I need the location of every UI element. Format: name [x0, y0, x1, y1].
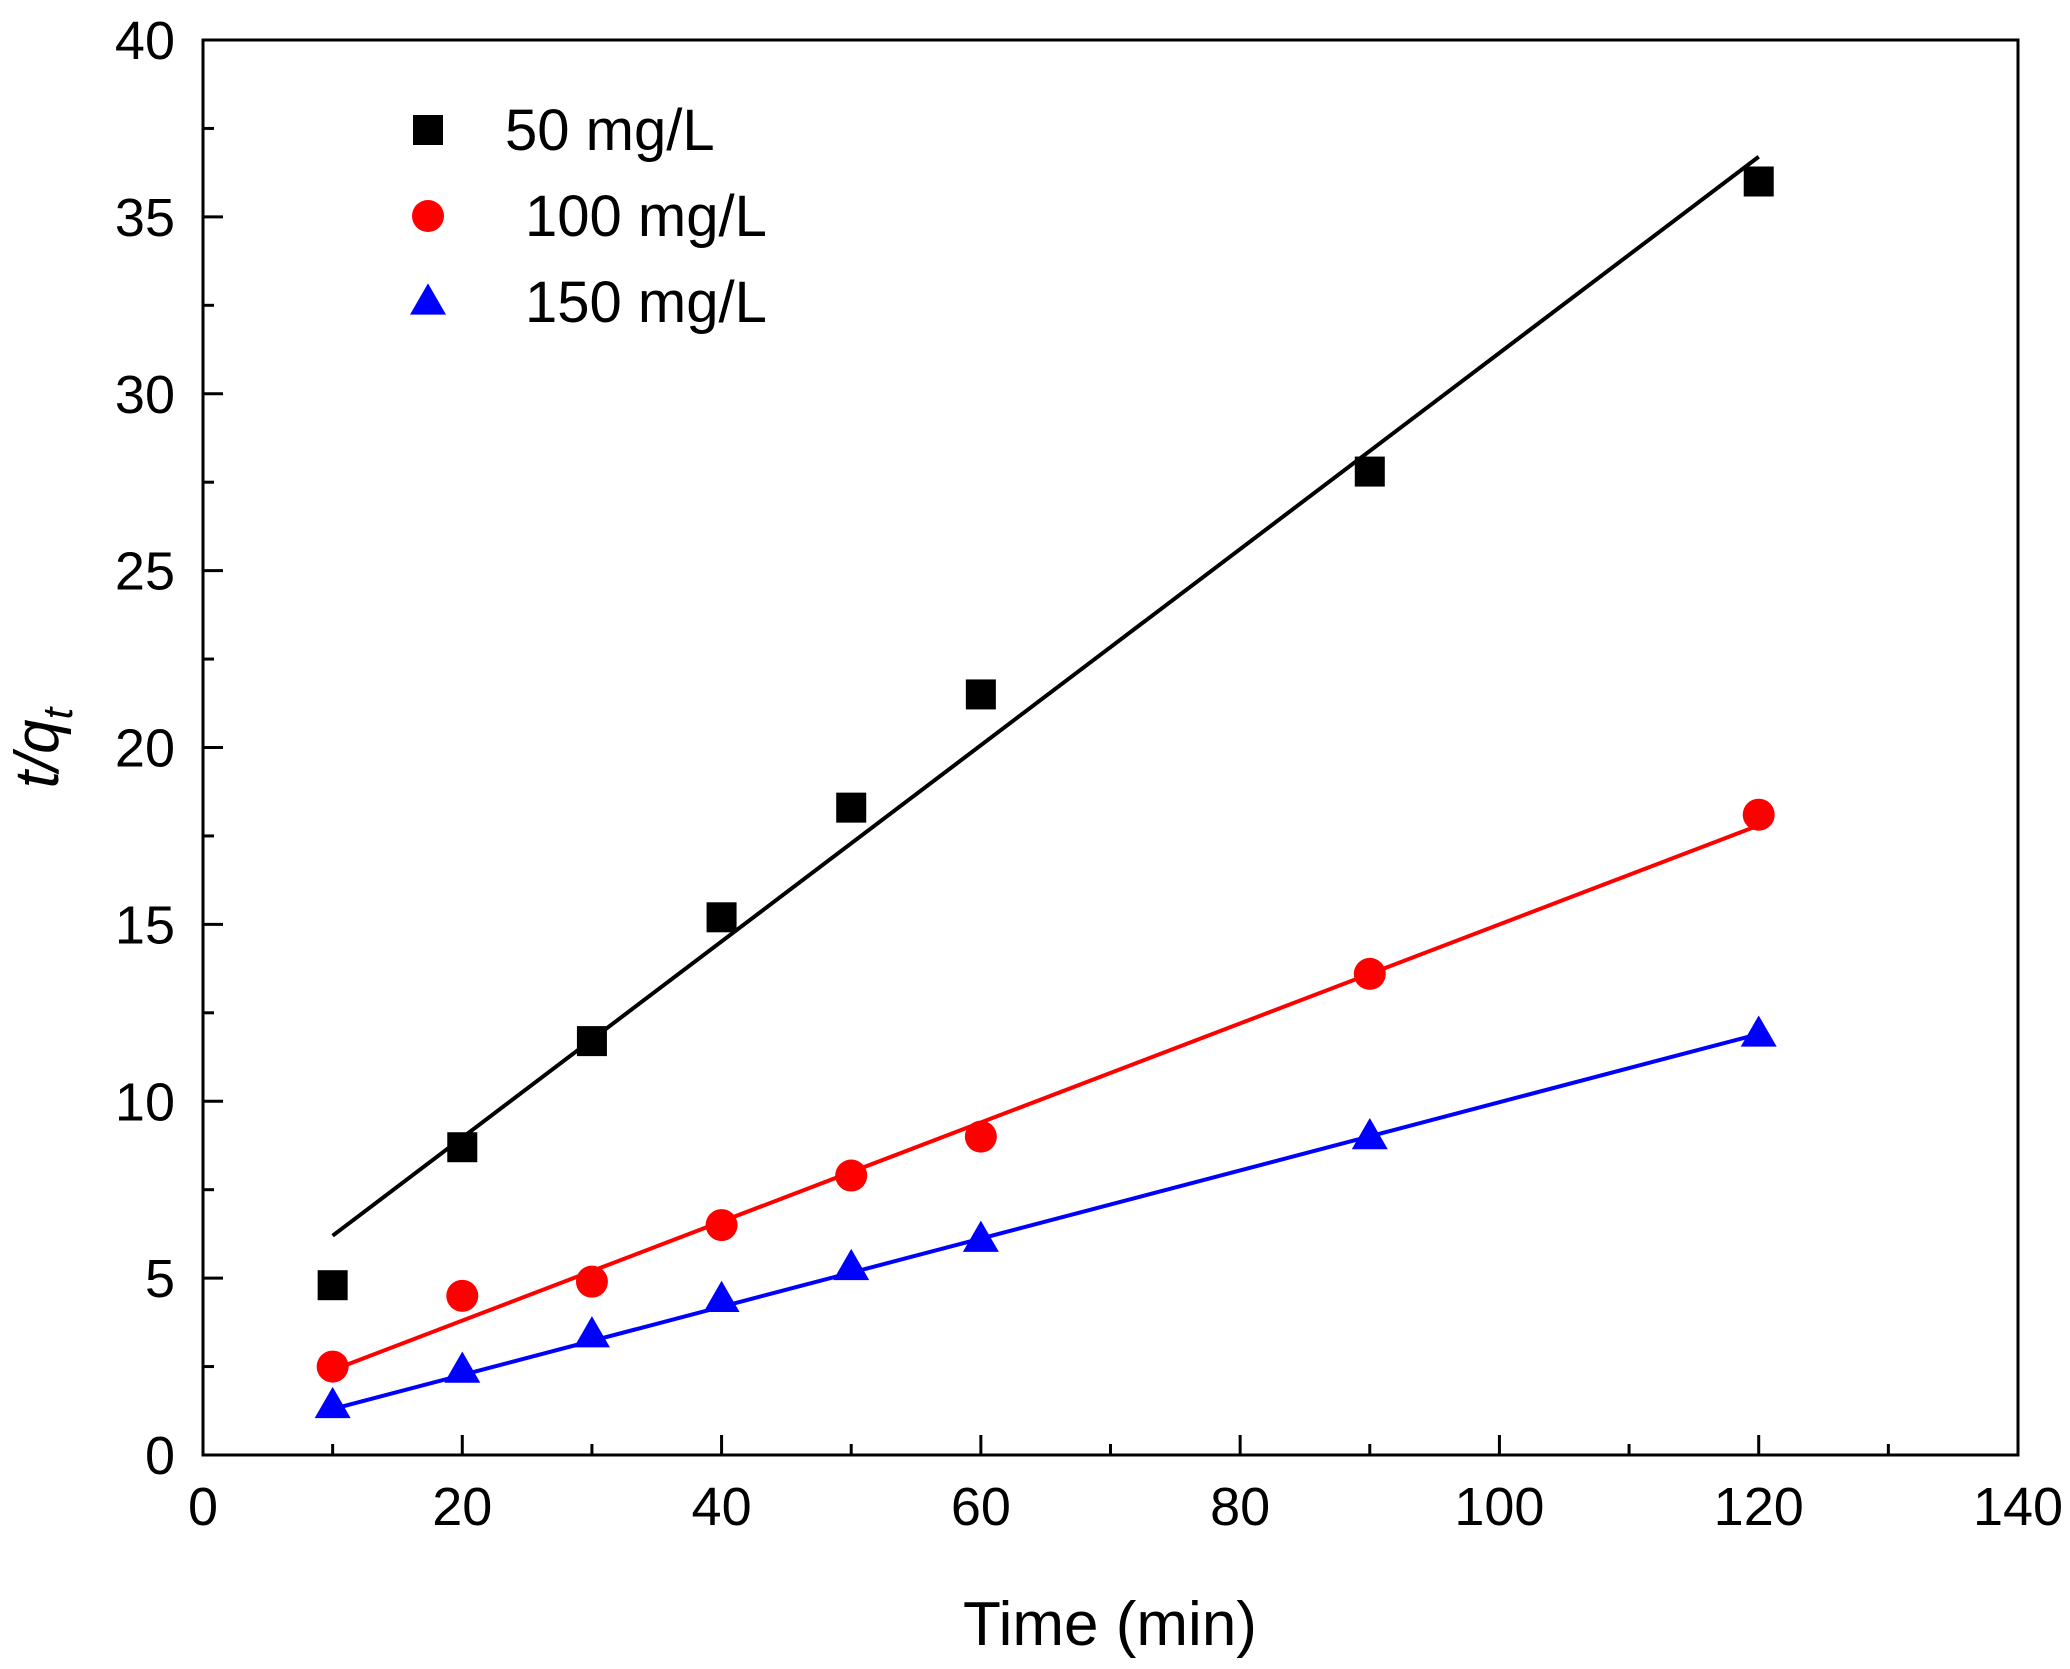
x-tick-label: 20 [432, 1477, 492, 1537]
data-point-50-mg-l [1354, 456, 1385, 487]
x-tick-label: 100 [1454, 1477, 1544, 1537]
data-point-100-mg-l [835, 1159, 868, 1192]
legend-label-100-mg-l: 100 mg/L [525, 184, 767, 249]
fit-line-150-mg-l [332, 1032, 1760, 1411]
data-point-100-mg-l [705, 1209, 738, 1242]
y-tick-label: 25 [115, 542, 175, 602]
x-tick-label: 120 [1714, 1477, 1804, 1537]
data-point-150-mg-l [573, 1316, 610, 1348]
data-point-50-mg-l [317, 1270, 348, 1301]
fit-line-100-mg-l [331, 823, 1760, 1372]
data-point-150-mg-l [444, 1351, 481, 1383]
data-point-100-mg-l [1742, 798, 1775, 831]
data-point-100-mg-l [316, 1350, 349, 1383]
legend: 50 mg/L 100 mg/L 150 mg/L [410, 98, 767, 335]
x-axis-title: Time (min) [963, 1590, 1257, 1659]
axis-tick-labels: 0 20 40 60 80 100 120 140 0 5 10 15 20 25 30 35 40 [115, 11, 2063, 1537]
data-point-50-mg-l [706, 902, 737, 933]
data-point-150-mg-l [833, 1248, 870, 1281]
y-axis-title-main: t/q [3, 719, 72, 788]
axis-ticks [201, 38, 2020, 1457]
data-point-150-mg-l [314, 1386, 351, 1419]
x-tick-label: 40 [692, 1477, 752, 1537]
legend-label-50-mg-l: 50 mg/L [505, 98, 715, 163]
y-tick-label: 10 [115, 1072, 175, 1132]
legend-marker-150-mg-l [410, 283, 446, 315]
y-tick-label: 0 [145, 1426, 175, 1486]
x-tick-label: 140 [1973, 1477, 2063, 1537]
data-point-100-mg-l [1353, 957, 1386, 990]
y-tick-label: 30 [115, 365, 175, 425]
x-tick-label: 60 [951, 1477, 1011, 1537]
legend-marker-100-mg-l [412, 200, 444, 232]
legend-marker-50-mg-l [413, 115, 443, 145]
data-point-100-mg-l [964, 1120, 997, 1153]
y-tick-label: 5 [145, 1249, 175, 1309]
y-tick-label: 35 [115, 188, 175, 248]
data-point-100-mg-l [575, 1265, 608, 1298]
data-point-150-mg-l [1351, 1118, 1388, 1150]
data-point-100-mg-l [446, 1279, 479, 1312]
data-point-150-mg-l [962, 1220, 999, 1252]
fit-lines [331, 155, 1760, 1411]
fit-line-50-mg-l [331, 155, 1760, 1238]
x-tick-label: 80 [1210, 1477, 1270, 1537]
x-tick-label: 0 [188, 1477, 218, 1537]
data-points [314, 166, 1777, 1419]
y-axis-title: t/qt [3, 705, 81, 788]
y-axis-title-subscript: t [34, 705, 81, 719]
data-point-50-mg-l [447, 1132, 478, 1163]
data-point-50-mg-l [836, 792, 867, 823]
data-point-50-mg-l [576, 1026, 607, 1057]
data-point-150-mg-l [1740, 1015, 1777, 1047]
y-tick-label: 40 [115, 11, 175, 71]
data-point-50-mg-l [965, 679, 996, 710]
data-point-50-mg-l [1743, 166, 1774, 197]
legend-label-150-mg-l: 150 mg/L [525, 270, 767, 335]
y-tick-label: 15 [115, 895, 175, 955]
data-point-150-mg-l [703, 1280, 740, 1312]
plot-frame [201, 38, 2020, 1457]
y-tick-label: 20 [115, 719, 175, 779]
